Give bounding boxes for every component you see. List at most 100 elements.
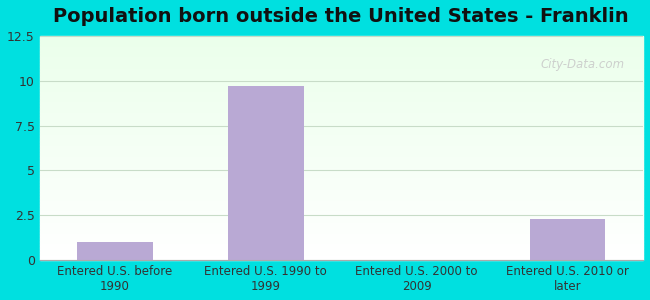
Bar (40, 88, 643, 90)
Bar (40, 133, 643, 135)
Bar (40, 241, 643, 242)
Bar (40, 235, 643, 236)
Bar (40, 188, 643, 190)
Bar (40, 191, 643, 193)
Bar (40, 43, 643, 45)
Bar (77, 242, 153, 260)
Bar (40, 221, 643, 223)
Bar (40, 79, 643, 81)
Bar (40, 42, 643, 43)
Bar (40, 81, 643, 82)
Bar (40, 132, 643, 133)
Bar (40, 259, 643, 260)
Bar (40, 169, 643, 170)
Bar (40, 227, 643, 229)
Bar (40, 217, 643, 218)
Bar (40, 52, 643, 54)
Bar (40, 167, 643, 169)
Bar (40, 112, 643, 114)
Bar (40, 40, 643, 42)
Bar (40, 85, 643, 87)
Bar (530, 219, 605, 260)
Bar (40, 182, 643, 184)
Bar (40, 96, 643, 97)
Bar (40, 185, 643, 187)
Bar (40, 108, 643, 109)
Bar (40, 64, 643, 66)
Bar (40, 176, 643, 178)
Bar (40, 69, 643, 70)
Bar (40, 251, 643, 253)
Bar (40, 161, 643, 163)
Bar (40, 93, 643, 94)
Bar (40, 229, 643, 230)
Bar (40, 70, 643, 72)
Bar (40, 54, 643, 55)
Bar (40, 211, 643, 212)
Bar (40, 206, 643, 208)
Bar (40, 236, 643, 238)
Bar (40, 253, 643, 254)
Bar (40, 51, 643, 52)
Bar (40, 172, 643, 173)
Bar (40, 145, 643, 146)
Bar (40, 140, 643, 142)
Bar (40, 127, 643, 129)
Bar (40, 75, 643, 76)
Bar (40, 99, 643, 100)
Bar (40, 194, 643, 196)
Bar (40, 209, 643, 211)
Bar (40, 100, 643, 102)
Bar (40, 103, 643, 105)
Bar (40, 37, 643, 39)
Bar (40, 146, 643, 148)
Bar (40, 129, 643, 130)
Bar (40, 248, 643, 250)
Bar (40, 244, 643, 245)
Bar (40, 148, 643, 149)
Bar (40, 142, 643, 143)
Bar (40, 205, 643, 206)
Bar (40, 121, 643, 123)
Bar (40, 78, 643, 79)
Bar (40, 164, 643, 166)
Bar (40, 120, 643, 121)
Bar (40, 151, 643, 152)
Bar (40, 117, 643, 118)
Bar (40, 179, 643, 181)
Bar (40, 72, 643, 73)
Bar (40, 196, 643, 197)
Bar (40, 157, 643, 158)
Bar (40, 214, 643, 215)
Bar (40, 97, 643, 99)
Bar (40, 256, 643, 257)
Bar (40, 135, 643, 136)
Bar (40, 199, 643, 200)
Bar (40, 57, 643, 58)
Bar (40, 232, 643, 233)
Bar (40, 173, 643, 175)
Bar (40, 123, 643, 124)
Bar (40, 55, 643, 57)
Bar (40, 126, 643, 127)
Bar (40, 208, 643, 209)
Bar (40, 124, 643, 126)
Bar (40, 49, 643, 51)
Bar (40, 218, 643, 220)
Bar (40, 200, 643, 202)
Bar (40, 90, 643, 91)
Bar (40, 76, 643, 78)
Bar (40, 36, 643, 37)
Bar (40, 139, 643, 140)
Bar (40, 46, 643, 48)
Bar (40, 118, 643, 120)
Bar (40, 63, 643, 64)
Bar (40, 247, 643, 248)
Bar (40, 154, 643, 155)
Bar (40, 160, 643, 161)
Bar (40, 220, 643, 221)
Bar (40, 60, 643, 61)
Bar (40, 197, 643, 199)
Bar (40, 48, 643, 49)
Text: City-Data.com: City-Data.com (541, 58, 625, 71)
